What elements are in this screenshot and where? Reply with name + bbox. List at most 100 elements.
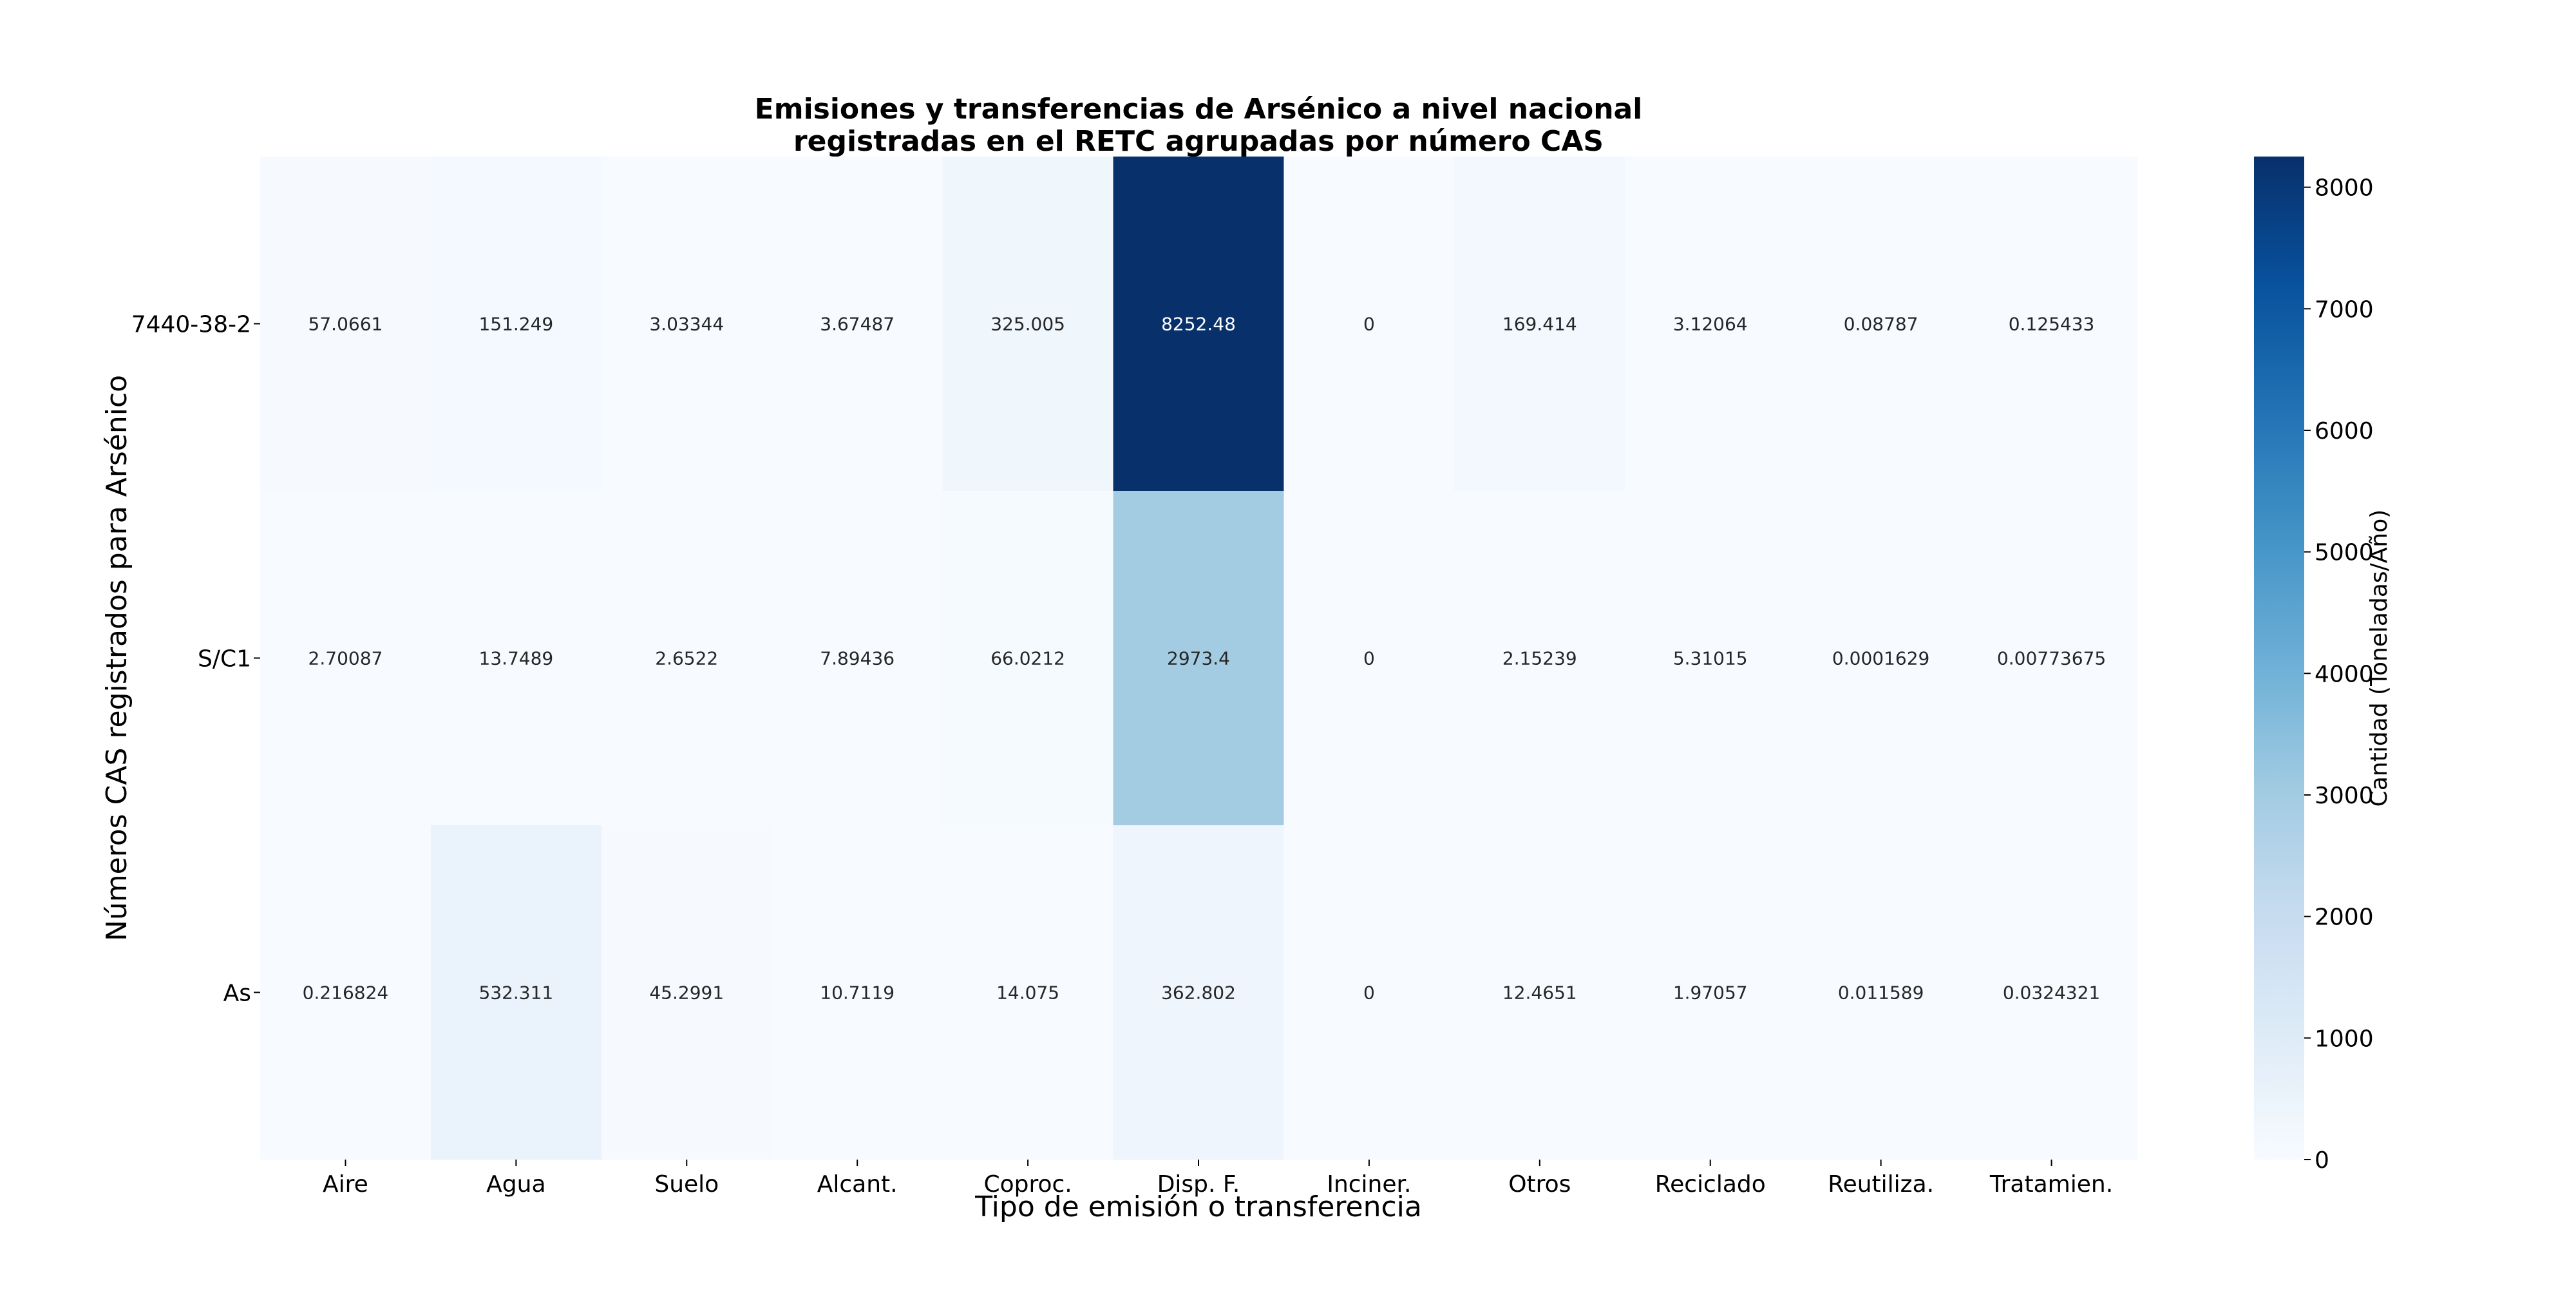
heatmap-value-label: 2.15239 [1502,648,1577,669]
heatmap-cell [1966,825,2137,1160]
heatmap-cell [1113,491,1284,826]
y-axis: 7440-38-2 S/C1 As [131,312,260,1007]
colorbar-tick-label: 7000 [2315,296,2374,323]
heatmap-value-label: 5.31015 [1673,648,1748,669]
x-axis: Aire Agua Suelo Alcant. Coproc. Disp. F. Incin… [323,1160,2113,1198]
heatmap-cell [1454,825,1625,1160]
heatmap-value-label: 12.4651 [1502,982,1577,1004]
heatmap-value-label: 3.03344 [649,314,724,335]
heatmap-value-label: 2.70087 [308,648,383,669]
colorbar-tick-label: 3000 [2315,783,2374,809]
heatmap-cell [260,491,431,826]
heatmap-value-label: 532.311 [478,982,553,1004]
heatmap-cell [942,491,1114,826]
heatmap-cell [1283,157,1455,492]
heatmap-cell [772,491,943,826]
heatmap-cell [1795,157,1967,492]
colorbar-tick-label: 6000 [2315,418,2374,445]
colorbar-tick-label: 8000 [2315,175,2374,202]
heatmap-cell [942,157,1114,492]
y-tick-label: As [223,980,251,1007]
colorbar-tick-label: 5000 [2315,540,2374,566]
heatmap-cell [1625,825,1796,1160]
y-axis-label: Números CAS registrados para Arsénico [100,375,133,941]
heatmap-cells [260,157,2137,1160]
x-tick-label: Disp. F. [1157,1171,1240,1198]
heatmap-value-label: 151.249 [478,314,553,335]
heatmap-cell [942,825,1114,1160]
colorbar-tick-label: 0 [2315,1147,2329,1174]
heatmap-cell [1283,825,1455,1160]
heatmap-value-label: 57.0661 [308,314,383,335]
heatmap-cell [1113,157,1284,492]
heatmap-cell [1966,491,2137,826]
heatmap-cell [772,825,943,1160]
heatmap-value-label: 8252.48 [1161,314,1236,335]
heatmap-cell [1795,491,1967,826]
x-axis-label: Tipo de emisión o transferencia [974,1191,1422,1223]
heatmap-cell [1113,825,1284,1160]
heatmap-value-label: 45.2991 [649,982,724,1004]
heatmap-cell [430,157,602,492]
heatmap-cell [1454,157,1625,492]
heatmap-value-label: 3.12064 [1673,314,1748,335]
heatmap-cell [1966,157,2137,492]
x-tick-label: Coproc. [983,1171,1072,1198]
heatmap-value-label: 0 [1363,648,1375,669]
heatmap-value-label: 0.0001629 [1832,648,1929,669]
y-tick-label: 7440-38-2 [131,312,251,338]
y-tick-label: S/C1 [198,646,251,673]
chart-title-line: Emisiones y transferencias de Arsénico a… [755,93,1643,126]
heatmap-cell [430,491,602,826]
colorbar-tick-label: 1000 [2315,1026,2374,1052]
heatmap-value-label: 0.0324321 [2003,982,2100,1004]
heatmap-value-label: 2.6522 [655,648,718,669]
colorbar-gradient [2254,157,2304,1160]
heatmap-value-label: 10.7119 [820,982,895,1004]
heatmap-value-label: 13.7489 [478,648,553,669]
x-tick-label: Agua [486,1171,545,1198]
x-tick-label: Inciner. [1327,1171,1411,1198]
heatmap-cell [1795,825,1967,1160]
heatmap-cell [260,157,431,492]
heatmap-cell [260,825,431,1160]
x-tick-label: Reutiliza. [1828,1171,1934,1198]
colorbar-tick-label: 4000 [2315,661,2374,687]
heatmap-cell [1283,491,1455,826]
x-tick-label: Aire [323,1171,368,1198]
x-tick-label: Tratamien. [1989,1171,2113,1198]
heatmap-cell [601,491,773,826]
heatmap-value-label: 0 [1363,982,1375,1004]
heatmap-value-label: 2973.4 [1167,648,1230,669]
heatmap-value-label: 7.89436 [820,648,895,669]
heatmap-value-label: 14.075 [996,982,1059,1004]
heatmap-value-label: 0.08787 [1844,314,1918,335]
chart-title: Emisiones y transferencias de Arsénico a… [755,93,1643,158]
colorbar-tick-label: 2000 [2315,904,2374,931]
heatmap-value-label: 0.011589 [1838,982,1924,1004]
heatmap-cell [1625,491,1796,826]
x-tick-label: Reciclado [1655,1171,1766,1198]
heatmap-cell [772,157,943,492]
x-tick-label: Suelo [654,1171,719,1198]
heatmap-value-label: 362.802 [1161,982,1236,1004]
heatmap-cell [1454,491,1625,826]
heatmap-value-label: 66.0212 [990,648,1065,669]
heatmap-value-label: 1.97057 [1673,982,1748,1004]
heatmap-value-label: 169.414 [1502,314,1577,335]
x-tick-label: Otros [1508,1171,1571,1198]
heatmap-value-label: 0.00773675 [1997,648,2106,669]
heatmap-value-label: 3.67487 [820,314,895,335]
heatmap-cell [430,825,602,1160]
heatmap-value-label: 325.005 [990,314,1065,335]
heatmap-value-label: 0.125433 [2009,314,2095,335]
heatmap-cell [601,157,773,492]
heatmap-cell [1625,157,1796,492]
colorbar: 0 1000 2000 3000 4000 5000 6000 7000 8000 [2254,157,2374,1174]
chart-title-line: registradas en el RETC agrupadas por núm… [793,125,1604,158]
heatmap-value-label: 0 [1363,314,1375,335]
heatmap-value-labels: 57.0661 151.249 3.03344 3.67487 325.005 8252.… [303,314,2107,1004]
heatmap-value-label: 0.216824 [303,982,389,1004]
colorbar-label: Cantidad (Toneladas/Año) [2366,510,2392,807]
